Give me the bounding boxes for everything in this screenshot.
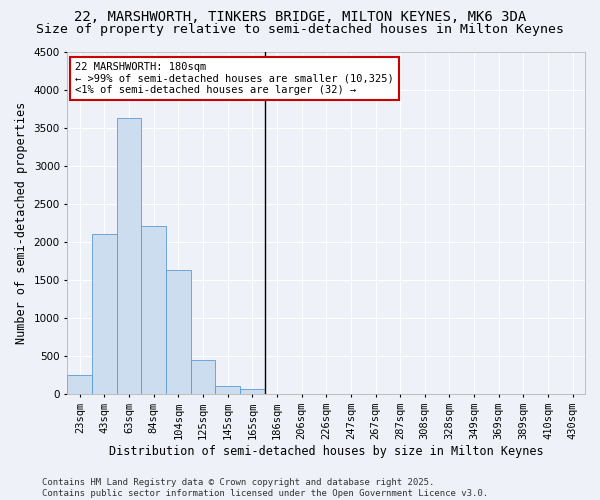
Bar bbox=[92, 234, 117, 394]
Bar bbox=[117, 118, 142, 394]
Text: Contains HM Land Registry data © Crown copyright and database right 2025.
Contai: Contains HM Land Registry data © Crown c… bbox=[42, 478, 488, 498]
Bar bbox=[67, 375, 92, 394]
X-axis label: Distribution of semi-detached houses by size in Milton Keynes: Distribution of semi-detached houses by … bbox=[109, 444, 544, 458]
Text: Size of property relative to semi-detached houses in Milton Keynes: Size of property relative to semi-detach… bbox=[36, 22, 564, 36]
Y-axis label: Number of semi-detached properties: Number of semi-detached properties bbox=[15, 102, 28, 344]
Text: 22 MARSHWORTH: 180sqm
← >99% of semi-detached houses are smaller (10,325)
<1% of: 22 MARSHWORTH: 180sqm ← >99% of semi-det… bbox=[75, 62, 394, 95]
Bar bbox=[166, 270, 191, 394]
Bar bbox=[215, 386, 240, 394]
Bar bbox=[142, 226, 166, 394]
Bar bbox=[191, 360, 215, 394]
Text: 22, MARSHWORTH, TINKERS BRIDGE, MILTON KEYNES, MK6 3DA: 22, MARSHWORTH, TINKERS BRIDGE, MILTON K… bbox=[74, 10, 526, 24]
Bar bbox=[240, 389, 265, 394]
